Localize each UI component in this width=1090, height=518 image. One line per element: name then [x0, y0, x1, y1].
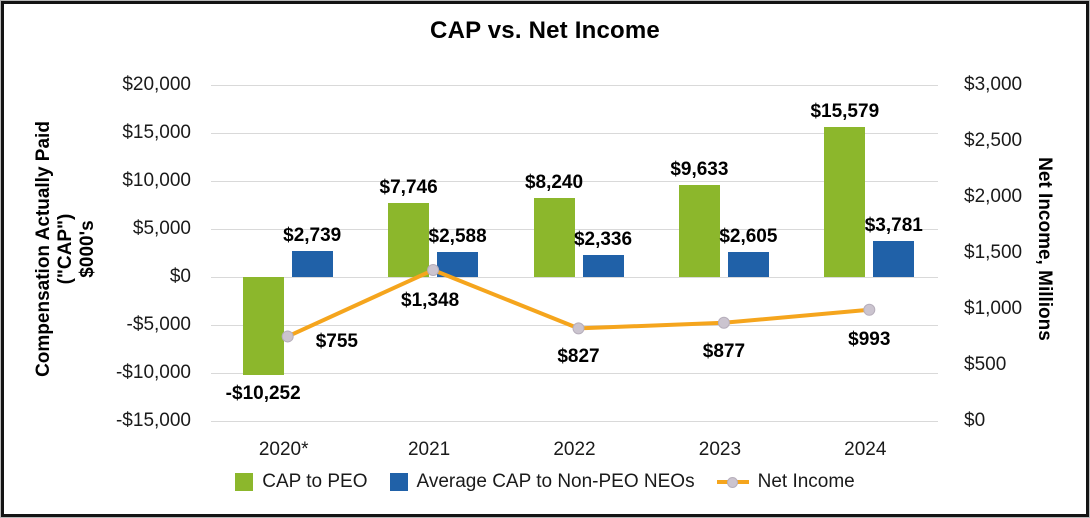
- left-axis-tick: $5,000: [132, 218, 191, 239]
- bar-cap-to-peo: [824, 127, 866, 277]
- blue-square-icon: [389, 473, 408, 491]
- left-axis-tick: -$15,000: [115, 410, 191, 431]
- net-income-value-label: $877: [702, 340, 746, 362]
- x-axis-label: 2023: [698, 439, 742, 460]
- right-axis-tick: $500: [964, 354, 1007, 375]
- x-axis-label: 2024: [844, 439, 887, 460]
- gridline: [211, 277, 938, 278]
- x-axis-label: 2020*: [258, 439, 309, 460]
- bar-cap-to-peo: [242, 277, 284, 376]
- left-axis-tick: $0: [169, 266, 191, 287]
- bar-value-label: $2,739: [283, 224, 342, 246]
- bar-average-cap-to-non-peo-neos: [291, 250, 333, 277]
- gridline: [211, 373, 938, 374]
- net-income-point: [572, 322, 585, 335]
- net-income-value-label: $1,348: [401, 290, 460, 312]
- net-income-point: [427, 264, 440, 277]
- gridline: [211, 133, 938, 134]
- bar-value-label: $2,336: [573, 228, 633, 250]
- net-income-point: [281, 330, 294, 343]
- line-marker-icon: [716, 473, 749, 491]
- bar-average-cap-to-non-peo-neos: [873, 240, 915, 277]
- net-income-value-label: $755: [315, 331, 358, 353]
- bar-value-label: $2,588: [428, 226, 487, 248]
- right-axis-tick: $1,000: [964, 298, 1023, 319]
- left-axis-title-line1: Compensation Actually Paid: [33, 121, 54, 377]
- legend: CAP to PEO Average CAP to Non-PEO NEOs N…: [1, 471, 1089, 493]
- left-axis-tick: -$5,000: [126, 314, 191, 335]
- bar-value-label: $8,240: [524, 171, 584, 193]
- bar-cap-to-peo: [388, 202, 430, 277]
- left-axis-tick: -$10,000: [115, 362, 191, 383]
- legend-label-non-peo-neos: Average CAP to Non-PEO NEOs: [416, 471, 695, 492]
- legend-label-net-income: Net Income: [757, 471, 855, 492]
- bar-value-label: $9,633: [670, 158, 729, 180]
- bar-value-label: -$10,252: [225, 383, 301, 405]
- gridline: [211, 181, 938, 182]
- left-axis-title-line2: ("CAP"): [55, 213, 76, 285]
- legend-item-cap-to-peo: CAP to PEO: [235, 471, 368, 493]
- legend-label-cap-to-peo: CAP to PEO: [262, 471, 368, 492]
- net-income-value-label: $993: [848, 328, 891, 350]
- gridline: [211, 85, 938, 86]
- left-axis-tick: $10,000: [122, 170, 191, 191]
- net-income-value-label: $827: [557, 346, 600, 368]
- gridline: [211, 229, 938, 230]
- x-axis-label: 2021: [407, 439, 451, 460]
- bar-value-label: $3,781: [864, 214, 923, 236]
- net-income-line: [281, 264, 876, 343]
- x-axis-label: 2022: [553, 439, 596, 460]
- net-income-point: [717, 316, 730, 329]
- right-axis-tick: $0: [964, 410, 986, 431]
- right-axis-tick: $1,500: [964, 242, 1023, 263]
- bar-value-label: $15,579: [810, 101, 880, 123]
- bar-average-cap-to-non-peo-neos: [727, 251, 769, 277]
- bar-value-label: $2,605: [719, 225, 778, 247]
- left-axis-tick: $20,000: [122, 74, 191, 95]
- legend-item-non-peo-neos: Average CAP to Non-PEO NEOs: [389, 471, 695, 493]
- chart-title: CAP vs. Net Income: [430, 17, 660, 44]
- net-income-point: [863, 303, 876, 316]
- left-axis-title: Compensation Actually Paid ("CAP") $000'…: [33, 39, 99, 459]
- right-axis-tick: $2,500: [964, 130, 1023, 151]
- gridline: [211, 421, 938, 422]
- left-axis-tick: $15,000: [122, 122, 191, 143]
- bar-value-label: $7,746: [379, 176, 438, 198]
- green-square-icon: [235, 473, 254, 491]
- right-axis-tick: $2,000: [964, 186, 1023, 207]
- right-axis-tick: $3,000: [964, 74, 1023, 95]
- bar-average-cap-to-non-peo-neos: [582, 254, 624, 277]
- legend-item-net-income: Net Income: [716, 471, 855, 493]
- bar-cap-to-peo: [533, 197, 575, 277]
- bar-cap-to-peo: [678, 184, 720, 277]
